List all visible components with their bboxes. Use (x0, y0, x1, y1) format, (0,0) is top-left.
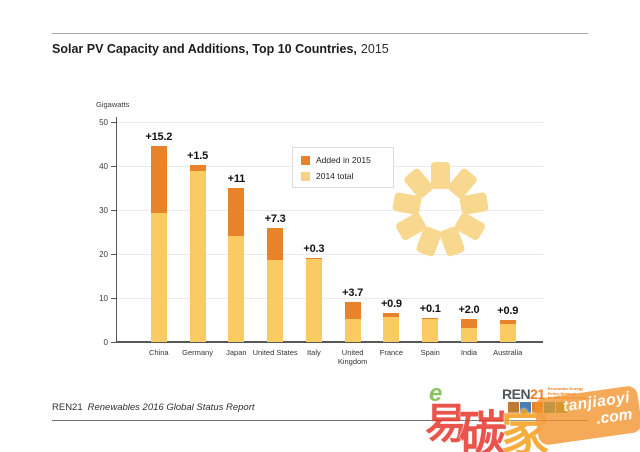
bar-value-label: +15.2 (145, 131, 173, 144)
top-divider (52, 33, 588, 34)
y-tick-label-40: 40 (99, 161, 108, 171)
x-category-label: Japan (226, 348, 247, 357)
chart-title-year: 2015 (360, 42, 389, 56)
legend-label-added: Added in 2015 (316, 155, 371, 165)
watermark-e-icon: e (429, 380, 443, 407)
ren21-logo-tile-1 (508, 402, 519, 413)
y-tick-label-50: 50 (99, 117, 108, 127)
x-category-label: Australia (493, 348, 523, 357)
bar-2014-total (189, 171, 206, 342)
x-category-label: India (460, 348, 478, 357)
gridline-50 (116, 121, 543, 123)
source-title: Renewables 2016 Global Status Report (87, 402, 255, 413)
bottom-divider (52, 420, 588, 421)
bar-value-label: +2.0 (458, 304, 480, 317)
bar-added-2015 (228, 188, 245, 237)
bar-added-2015 (267, 228, 284, 261)
y-tick-40 (111, 165, 116, 167)
y-tick-label-0: 0 (103, 337, 108, 347)
bar-2014-total (267, 260, 284, 342)
x-category-label: Italy (306, 348, 321, 357)
legend-item-added: Added in 2015 (301, 155, 385, 165)
ren21-logo-tile-5 (556, 402, 567, 413)
legend: Added in 2015 2014 total (292, 147, 394, 188)
x-category-label: France (379, 348, 404, 357)
bar-value-label: +0.9 (497, 305, 519, 317)
y-tick-label-30: 30 (99, 205, 108, 215)
bar-value-label: +0.3 (303, 242, 325, 255)
bar-added-2015 (305, 257, 322, 260)
x-category-label: Germany (182, 348, 213, 357)
y-tick-label-10: 10 (99, 293, 108, 303)
y-tick-30 (111, 209, 116, 211)
x-category-label: China (148, 348, 169, 357)
legend-swatch-added-icon (301, 155, 310, 165)
bar-added-2015 (189, 164, 206, 172)
y-tick-label-20: 20 (99, 249, 108, 259)
watermark-char-tan: 碳 (459, 406, 508, 452)
ren21-logo-tagline: Renewable Energy Policy Network for the … (547, 386, 586, 401)
bar-value-label: +11 (227, 173, 246, 185)
bar-2014-total (383, 316, 400, 342)
y-tick-10 (111, 297, 116, 299)
y-axis-line (116, 117, 117, 342)
bar-2014-total (228, 236, 245, 342)
y-axis-unit-label: Gigawatts (96, 100, 130, 109)
ren21-logo-wordmark: REN21 (502, 386, 545, 402)
bar-added-2015 (499, 320, 516, 324)
ren21-logo-tile-2 (520, 402, 531, 413)
source-line: REN21 Renewables 2016 Global Status Repor… (52, 402, 255, 413)
sun-ray (430, 161, 450, 189)
ren21-logo-tile-4 (544, 402, 555, 413)
x-category-label: United Kingdom (337, 348, 368, 366)
bar-2014-total (344, 318, 361, 342)
x-axis-line (116, 341, 543, 343)
bar-2014-total (499, 323, 516, 342)
bar-2014-total (422, 318, 439, 342)
gridline-30 (116, 209, 543, 211)
legend-item-total: 2014 total (301, 171, 385, 181)
bar-value-label: +3.7 (342, 287, 364, 300)
ren21-logo-tile-3 (532, 402, 543, 413)
bar-2014-total (305, 259, 322, 342)
bar-value-label: +0.1 (419, 302, 441, 315)
chart-title: Solar PV Capacity and Additions, Top 10 … (52, 42, 389, 56)
gridline-20 (116, 253, 543, 255)
bar-added-2015 (344, 302, 361, 319)
bar-value-label: +1.5 (187, 149, 209, 162)
bar-2014-total (460, 327, 477, 342)
legend-swatch-total-icon (301, 171, 310, 181)
y-tick-0 (111, 341, 116, 343)
ren21-logo: REN21 Renewable Energy Policy Network fo… (502, 386, 586, 413)
bar-added-2015 (460, 319, 477, 328)
bar-added-2015 (383, 312, 400, 317)
y-tick-20 (111, 253, 116, 255)
bar-2014-total (150, 213, 167, 342)
chart-title-main: Solar PV Capacity and Additions, Top 10 … (52, 42, 357, 56)
legend-label-total: 2014 total (316, 171, 354, 181)
bar-value-label: +7.3 (264, 213, 286, 226)
x-category-label: United States (252, 348, 298, 357)
ren21-logo-tiles (508, 402, 585, 413)
bar-added-2015 (150, 146, 167, 214)
gridline-10 (116, 297, 543, 299)
sun-ray (458, 191, 489, 215)
bar-value-label: +0.9 (380, 297, 402, 310)
y-tick-50 (111, 121, 116, 123)
source-org: REN21 (52, 402, 83, 413)
x-category-label: Spain (420, 348, 440, 357)
